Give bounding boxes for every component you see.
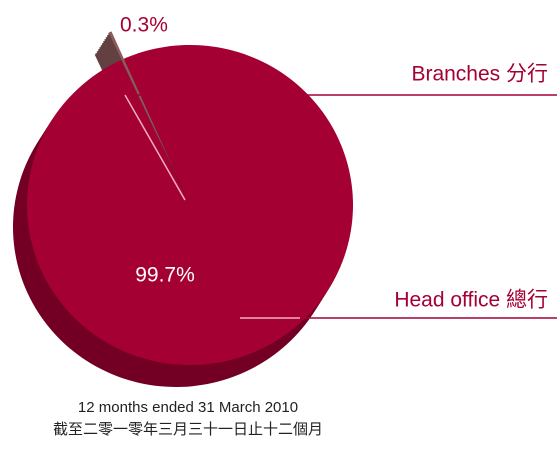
data-label: 0.3% — [120, 14, 168, 37]
caption: 截至二零一零年三月三十一日止十二個月 — [53, 421, 323, 438]
pie-slice — [27, 44, 354, 365]
pie-slice — [108, 31, 178, 178]
caption: 12 months ended 31 March 2010 — [78, 399, 298, 416]
pie — [13, 31, 354, 387]
legend-label: Branches 分行 — [411, 63, 548, 86]
legend-label: Head office 總行 — [394, 289, 548, 312]
leader-line — [124, 94, 186, 201]
data-label: 99.7% — [135, 264, 195, 287]
